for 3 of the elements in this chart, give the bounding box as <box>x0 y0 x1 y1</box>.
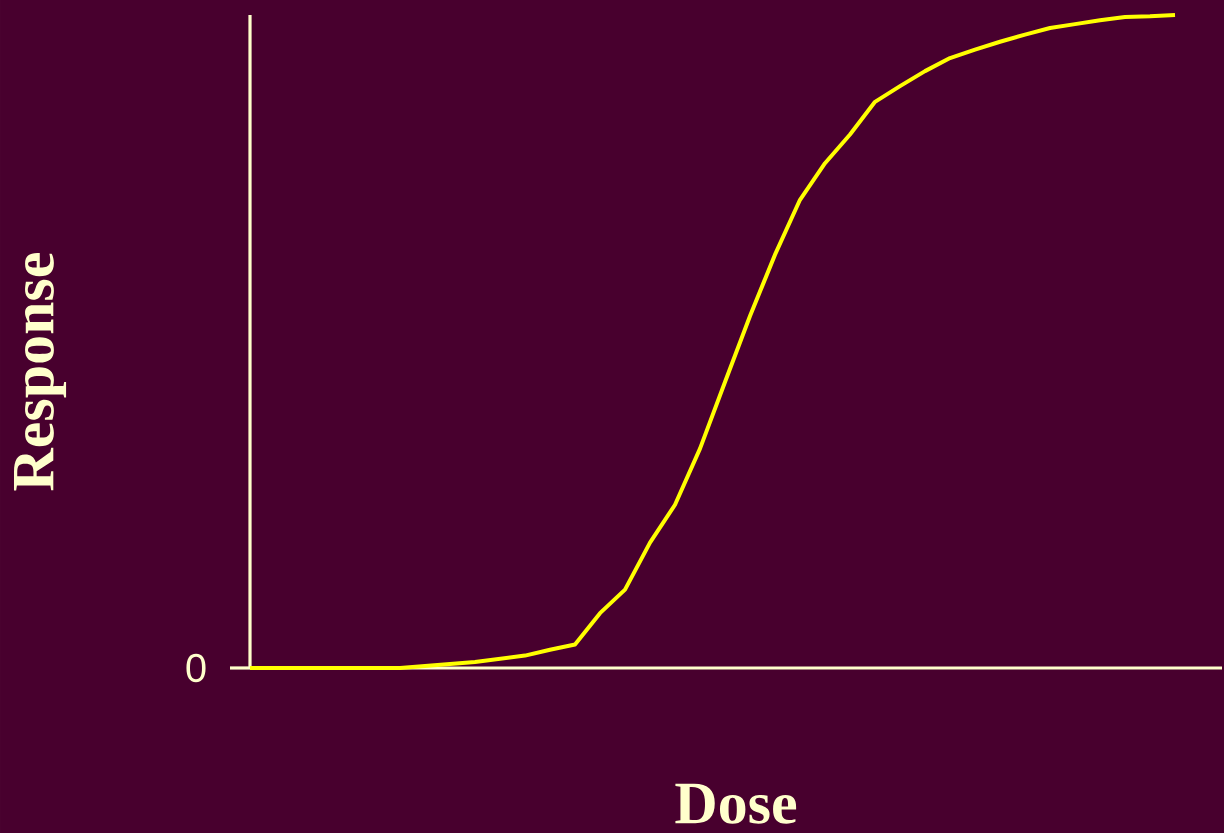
x-axis-title: Dose <box>675 783 797 824</box>
text: 0 <box>186 653 206 683</box>
y-axis-title: Response <box>14 253 67 491</box>
